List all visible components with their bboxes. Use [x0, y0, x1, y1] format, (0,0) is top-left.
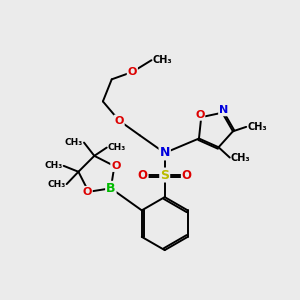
Text: O: O	[114, 116, 124, 126]
Text: CH₃: CH₃	[64, 138, 83, 147]
Text: O: O	[138, 169, 148, 182]
Text: CH₃: CH₃	[47, 180, 65, 189]
Text: CH₃: CH₃	[44, 161, 62, 170]
Text: O: O	[82, 187, 92, 197]
Text: O: O	[128, 67, 137, 77]
Text: S: S	[160, 169, 169, 182]
Text: CH₃: CH₃	[108, 143, 126, 152]
Text: O: O	[195, 110, 204, 120]
Text: N: N	[219, 105, 228, 116]
Text: CH₃: CH₃	[153, 55, 172, 65]
Text: B: B	[106, 182, 116, 195]
Text: O: O	[182, 169, 192, 182]
Text: N: N	[160, 146, 170, 159]
Text: O: O	[111, 161, 121, 171]
Text: CH₃: CH₃	[231, 153, 250, 163]
Text: CH₃: CH₃	[248, 122, 267, 132]
